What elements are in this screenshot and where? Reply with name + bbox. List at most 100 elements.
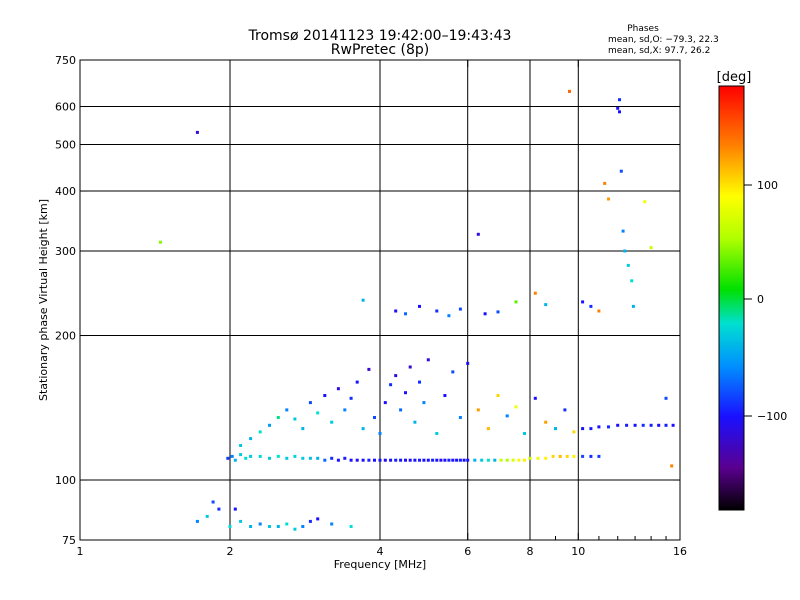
data-point (568, 89, 571, 93)
data-point (572, 430, 576, 434)
data-point (228, 525, 232, 528)
phase-stats-x: mean, sd,X: 97.7, 26.2 (608, 46, 710, 56)
phase-header: Phases (627, 24, 659, 34)
data-point (404, 458, 407, 462)
data-point (514, 405, 518, 409)
data-point (258, 454, 262, 458)
data-point (195, 130, 199, 134)
data-point (589, 427, 593, 431)
data-point (630, 279, 634, 283)
data-point (323, 458, 327, 462)
data-point (276, 416, 280, 419)
y-tick-label: 750 (55, 54, 76, 67)
chart-subtitle: RwPretec (8p) (331, 42, 429, 58)
data-point (233, 507, 237, 511)
data-point (458, 458, 462, 462)
data-point (597, 454, 601, 458)
y-tick-label: 500 (55, 139, 76, 152)
data-point (399, 458, 403, 462)
data-point (249, 454, 253, 458)
colorbar-tick-minus100: −100 (757, 410, 787, 423)
data-point (623, 249, 627, 253)
data-point (581, 300, 585, 304)
data-point (619, 169, 623, 173)
data-point (458, 307, 462, 311)
data-point (664, 396, 668, 400)
data-point (308, 456, 312, 460)
colorbar-label: [deg] (717, 70, 752, 85)
colorbar-tick-0: 0 (757, 293, 764, 306)
data-point (316, 517, 320, 521)
data-point (330, 522, 334, 526)
x-axis-label: Frequency [MHz] (334, 558, 426, 571)
x-tick-label: 1 (77, 545, 84, 558)
data-point (565, 454, 569, 458)
colorbar: [deg] 100 0 −100 (717, 70, 787, 511)
x-tick-label: 8 (527, 545, 534, 558)
data-point (158, 240, 162, 244)
data-point (258, 430, 262, 434)
data-point (258, 522, 262, 526)
x-tick-label: 2 (227, 545, 234, 558)
data-point (523, 432, 526, 435)
data-point (451, 458, 455, 462)
data-point (378, 432, 382, 435)
data-point (316, 456, 320, 460)
data-point (597, 425, 601, 429)
data-point (239, 519, 243, 523)
data-point (536, 456, 540, 460)
x-tick-label: 16 (673, 545, 687, 558)
data-point (301, 525, 305, 528)
data-point (514, 300, 518, 304)
data-point (330, 420, 334, 424)
data-point (389, 383, 393, 387)
data-point (439, 458, 443, 462)
data-point (336, 458, 340, 462)
y-tick-label: 300 (55, 245, 76, 258)
data-point (413, 420, 417, 424)
data-point (408, 458, 412, 462)
data-point (589, 304, 593, 308)
data-point (533, 291, 537, 295)
data-point (293, 454, 297, 458)
data-points (158, 89, 675, 531)
data-point (301, 456, 305, 460)
y-tick-label: 600 (55, 101, 76, 114)
data-point (523, 458, 526, 462)
data-point (643, 200, 647, 204)
data-point (447, 458, 451, 462)
colorbar-tick-100: 100 (757, 179, 778, 192)
x-tick-label: 4 (377, 545, 384, 558)
data-point (239, 453, 243, 457)
data-point (394, 374, 398, 378)
data-point (268, 456, 271, 460)
data-point (563, 408, 567, 412)
data-point (499, 458, 503, 462)
data-point (285, 456, 289, 460)
data-point (670, 464, 674, 468)
data-point (603, 181, 607, 185)
data-point (268, 423, 271, 427)
data-point (581, 454, 585, 458)
data-point (649, 246, 653, 250)
data-point (483, 312, 487, 316)
data-point (554, 427, 557, 431)
data-point (451, 370, 455, 374)
data-point (239, 444, 243, 447)
phase-stats-o: mean, sd,O: −79.3, 22.3 (608, 35, 719, 45)
data-point (349, 525, 353, 528)
data-point (418, 380, 421, 384)
data-point (641, 423, 645, 427)
colorbar-gradient (718, 85, 745, 511)
data-point (367, 458, 371, 462)
data-point (211, 500, 215, 504)
data-point (349, 396, 353, 400)
data-point (466, 458, 470, 462)
data-point (378, 458, 382, 462)
data-point (418, 304, 421, 308)
data-point (399, 408, 403, 412)
data-point (233, 458, 237, 462)
data-point (476, 232, 480, 236)
data-point (268, 525, 271, 528)
